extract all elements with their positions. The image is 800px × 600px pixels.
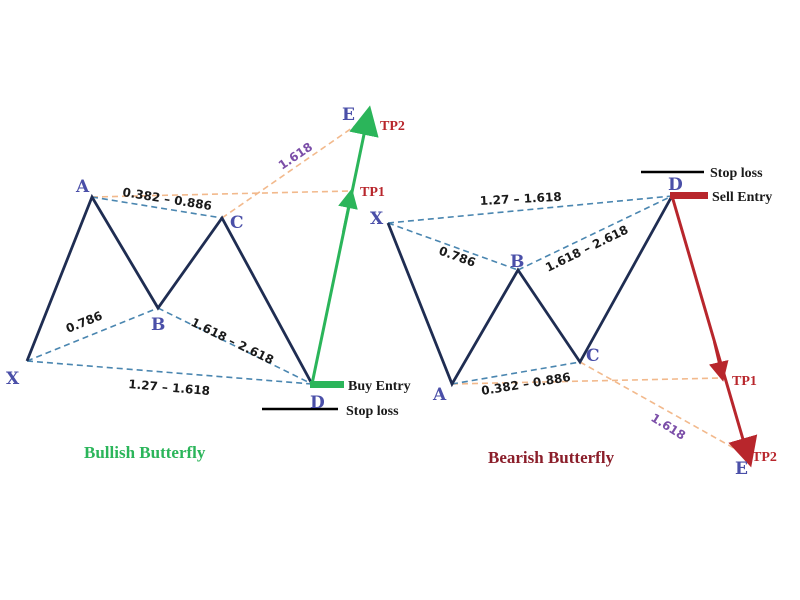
bull-bd-dash <box>157 307 313 385</box>
bear-arrow-tp1 <box>708 341 729 382</box>
bear-stop-loss-label: Stop loss <box>710 166 763 181</box>
bull-extension-line <box>221 118 366 219</box>
bull-point-e: E <box>342 105 355 125</box>
bull-ratio-xd: 1.27 – 1.618 <box>128 377 211 398</box>
bull-buy-entry-label: Buy Entry <box>348 379 411 394</box>
bull-ratio-ab: 0.786 <box>64 309 104 336</box>
bear-tp2-label: TP2 <box>752 450 777 465</box>
bull-ratio-bc: 0.382 – 0.886 <box>122 185 213 213</box>
bear-point-e: E <box>735 459 748 479</box>
bear-sell-entry-label: Sell Entry <box>712 190 772 205</box>
bullish-butterfly: X A B C D E 0.786 0.382 – 0.886 1.618 – … <box>6 105 411 462</box>
bull-stop-loss-label: Stop loss <box>346 404 399 419</box>
bull-ratio-ext: 1.618 <box>276 140 315 173</box>
bear-arrow-tp2 <box>670 195 758 468</box>
bear-point-x: X <box>370 209 384 229</box>
bear-point-b: B <box>510 252 524 272</box>
bear-point-d: D <box>668 175 683 195</box>
bull-buy-entry-bar <box>310 381 344 388</box>
bear-extension-line <box>579 361 749 457</box>
bull-point-b: B <box>151 315 165 335</box>
bear-ratio-xd: 1.27 – 1.618 <box>479 190 562 208</box>
bull-ratio-cd: 1.618 – 2.618 <box>189 315 276 367</box>
bear-ac-dash <box>451 361 581 385</box>
bear-tp1-label: TP1 <box>732 374 757 389</box>
bear-sell-entry-bar <box>670 192 708 199</box>
bull-arrow-tp2 <box>310 105 379 385</box>
bear-bd-dash <box>517 195 673 271</box>
bull-xd-dash <box>26 360 313 385</box>
bear-pattern-legs <box>386 195 674 388</box>
bearish-butterfly: X A B C D E 0.786 1.27 – 1.618 1.618 – 2… <box>370 166 777 479</box>
bull-point-c: C <box>230 213 244 233</box>
bull-ac-dash <box>91 196 223 219</box>
bear-xb-dash <box>387 222 519 271</box>
bull-pattern-legs <box>25 193 314 385</box>
bear-title: Bearish Butterfly <box>488 448 615 467</box>
bull-title: Bullish Butterfly <box>84 443 206 462</box>
bull-arrow-tp1 <box>338 188 358 233</box>
bull-point-x: X <box>6 369 20 389</box>
bear-ratio-ext: 1.618 <box>648 411 688 443</box>
bear-point-c: C <box>586 346 600 366</box>
bull-tp1-line <box>91 190 351 198</box>
bull-tp2-label: TP2 <box>380 119 405 134</box>
bull-tp1-label: TP1 <box>360 185 385 200</box>
bear-ratio-cd: 1.618 – 2.618 <box>543 223 630 275</box>
bull-point-d: D <box>310 393 325 413</box>
bull-xb-dash <box>26 307 159 362</box>
bear-ratio-bc: 0.382 – 0.886 <box>480 370 571 398</box>
bear-xd-dash <box>387 195 673 224</box>
bull-point-a: A <box>75 177 90 197</box>
bear-tp1-line <box>451 377 723 385</box>
bear-point-a: A <box>432 385 447 405</box>
